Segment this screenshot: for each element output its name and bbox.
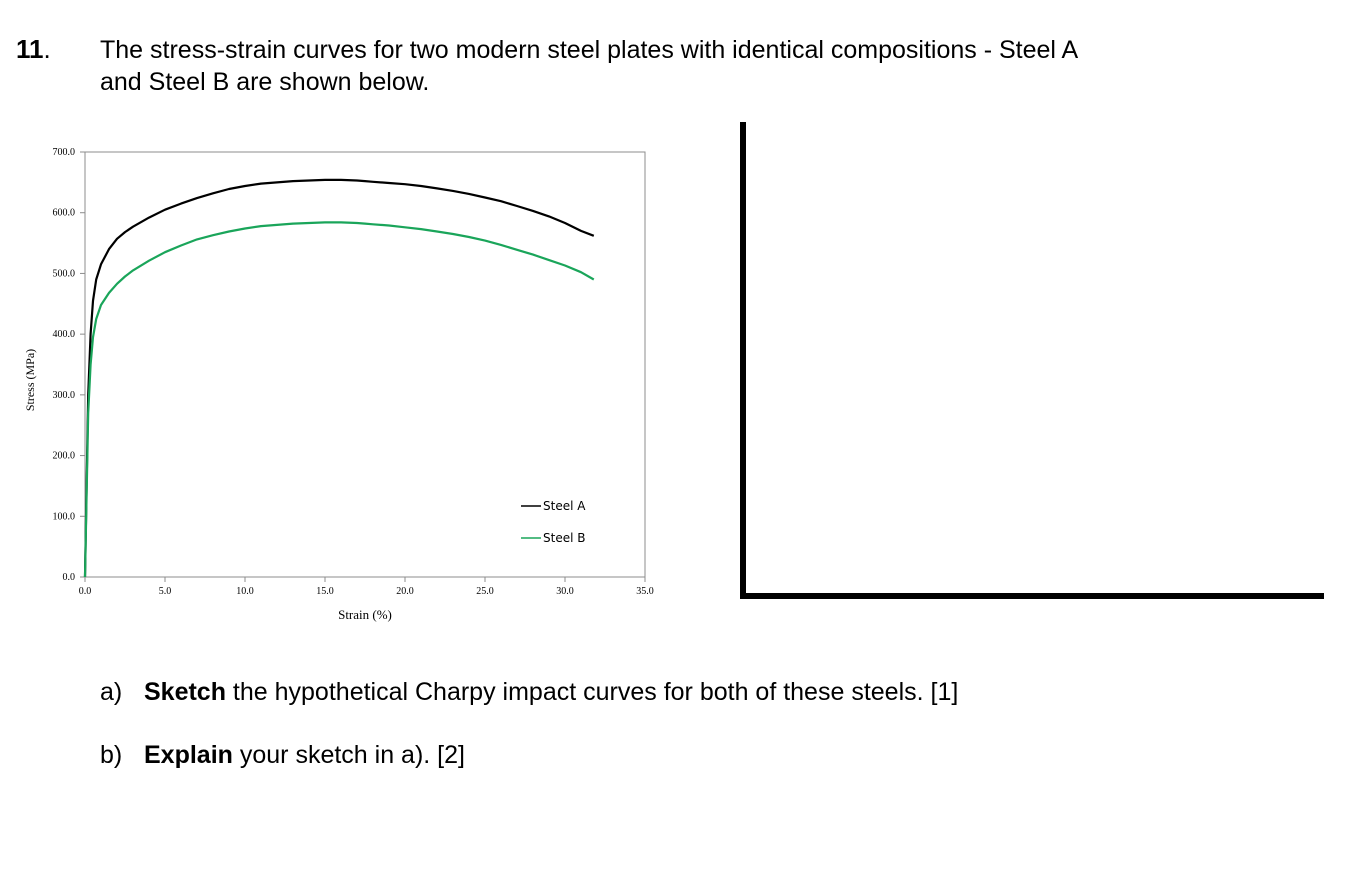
- x-tick-label: 35.0: [636, 586, 654, 597]
- x-tick-label: 0.0: [79, 586, 92, 597]
- part-a-text: the hypothetical Charpy impact curves fo…: [225, 678, 959, 706]
- x-tick-label: 20.0: [396, 586, 414, 597]
- part-a: a) Sketch the hypothetical Charpy impact …: [100, 678, 958, 707]
- chart-series: [83, 178, 595, 578]
- y-tick-label: 700.0: [53, 147, 76, 158]
- x-tick-label: 15.0: [316, 586, 334, 597]
- part-b: b) Explain your sketch in a). [2]: [100, 741, 465, 770]
- part-a-label: a): [100, 678, 123, 706]
- x-tick-label: 25.0: [476, 586, 494, 597]
- x-axis-label: Strain (%): [338, 607, 392, 622]
- x-axis-ticks: 0.0 5.0 10.0 15.0 20.0 25.0 30.0 35.0: [79, 577, 654, 597]
- series-line-steel-a: [83, 178, 595, 578]
- y-tick-label: 300.0: [53, 390, 76, 401]
- part-b-label: b): [100, 741, 123, 769]
- stem-line-1: The stress-strain curves for two modern …: [100, 36, 1079, 64]
- series-line-steel-b: [83, 221, 595, 578]
- y-tick-label: 600.0: [53, 208, 76, 219]
- stem-line-2: and Steel B are shown below.: [100, 68, 430, 96]
- x-tick-label: 5.0: [159, 586, 172, 597]
- part-b-verb: Explain: [144, 741, 233, 769]
- y-tick-label: 0.0: [63, 572, 76, 583]
- question-number: 11.: [16, 34, 51, 64]
- part-b-text: your sketch in a). [2]: [232, 741, 465, 769]
- y-tick-label: 500.0: [53, 268, 76, 279]
- y-axis-ticks: 0.0 100.0 200.0 300.0 400.0 500.0 600.0 700.0: [53, 147, 85, 583]
- legend: Steel A Steel B: [521, 499, 586, 545]
- y-tick-label: 400.0: [53, 329, 76, 340]
- part-a-verb: Sketch: [144, 678, 226, 706]
- legend-label-steel-b: Steel B: [543, 531, 585, 545]
- y-tick-label: 200.0: [53, 451, 76, 462]
- question-stem: The stress-strain curves for two modern …: [100, 34, 1300, 98]
- y-tick-label: 100.0: [53, 511, 76, 522]
- legend-label-steel-a: Steel A: [543, 499, 586, 513]
- sketch-y-axis: [740, 122, 746, 597]
- x-tick-label: 30.0: [556, 586, 574, 597]
- x-tick-label: 10.0: [236, 586, 254, 597]
- stress-strain-chart: 0.0 100.0 200.0 300.0 400.0 500.0 600.0 700.0 0…: [23, 147, 654, 622]
- sketch-x-axis: [740, 593, 1324, 599]
- plot-frame: [84, 151, 646, 578]
- y-axis-label: Stress (MPa): [23, 349, 37, 411]
